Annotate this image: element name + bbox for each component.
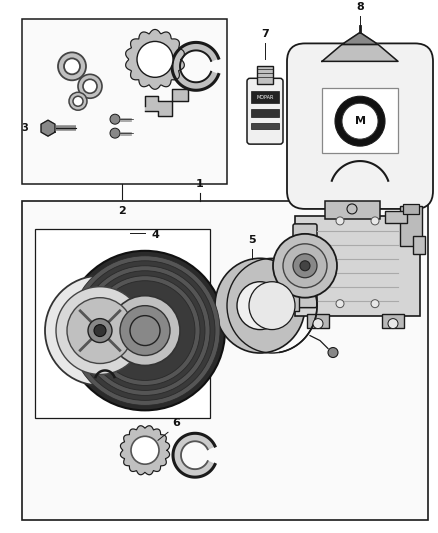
Text: 4: 4 [152, 230, 160, 240]
Bar [385, 211, 407, 223]
Ellipse shape [215, 259, 305, 353]
Polygon shape [342, 33, 378, 44]
Text: MOPAR: MOPAR [256, 95, 274, 100]
Bar [35, 229, 210, 418]
Circle shape [371, 300, 379, 308]
FancyBboxPatch shape [287, 43, 433, 209]
Circle shape [300, 261, 310, 271]
Circle shape [293, 254, 317, 278]
Text: 1: 1 [196, 179, 204, 189]
Text: M: M [354, 116, 365, 126]
Circle shape [78, 74, 102, 98]
Bar [251, 91, 279, 103]
Circle shape [328, 348, 338, 358]
Circle shape [69, 92, 87, 110]
Bar [413, 236, 425, 254]
Circle shape [56, 287, 144, 375]
Circle shape [110, 114, 120, 124]
Polygon shape [172, 43, 219, 90]
Circle shape [342, 103, 378, 139]
Circle shape [64, 59, 80, 74]
Text: 8: 8 [356, 3, 364, 12]
Ellipse shape [237, 282, 283, 329]
Circle shape [67, 297, 133, 364]
Circle shape [347, 204, 357, 214]
Ellipse shape [249, 282, 295, 329]
Polygon shape [41, 120, 55, 136]
Bar [295, 216, 420, 316]
Polygon shape [120, 426, 170, 475]
Circle shape [110, 128, 120, 138]
Bar [325, 201, 380, 219]
Polygon shape [126, 29, 184, 89]
Circle shape [83, 79, 97, 93]
Circle shape [388, 319, 398, 328]
Text: 6: 6 [172, 418, 180, 429]
Circle shape [85, 271, 205, 390]
Circle shape [335, 96, 385, 146]
Circle shape [131, 437, 159, 464]
Polygon shape [145, 89, 188, 116]
Circle shape [273, 234, 337, 297]
Circle shape [65, 251, 225, 410]
Bar [285, 290, 299, 311]
FancyBboxPatch shape [247, 78, 283, 144]
Circle shape [73, 96, 83, 106]
Circle shape [130, 316, 160, 345]
Bar [400, 206, 422, 246]
Circle shape [110, 296, 180, 366]
Circle shape [336, 300, 344, 308]
Circle shape [70, 256, 220, 406]
Bar [403, 204, 419, 214]
Circle shape [120, 305, 170, 356]
Bar [322, 88, 398, 153]
Circle shape [283, 244, 327, 288]
Polygon shape [322, 44, 398, 61]
Bar [307, 313, 329, 328]
Circle shape [80, 266, 210, 395]
Circle shape [371, 217, 379, 225]
Bar [382, 313, 404, 328]
Text: 2: 2 [118, 206, 126, 216]
Text: 5: 5 [248, 235, 256, 245]
FancyBboxPatch shape [293, 224, 317, 308]
Circle shape [58, 52, 86, 80]
Bar [251, 123, 279, 129]
Circle shape [336, 217, 344, 225]
Circle shape [313, 319, 323, 328]
Polygon shape [173, 433, 215, 477]
Bar [22, 20, 227, 184]
Text: 7: 7 [261, 29, 269, 39]
Circle shape [88, 319, 112, 343]
Circle shape [95, 281, 195, 381]
Circle shape [90, 276, 200, 385]
Circle shape [75, 261, 215, 400]
Bar [251, 109, 279, 117]
Text: 3: 3 [21, 123, 28, 133]
Bar [257, 66, 273, 84]
Circle shape [45, 276, 155, 385]
Circle shape [137, 42, 173, 77]
Circle shape [94, 325, 106, 336]
Bar [22, 201, 428, 520]
